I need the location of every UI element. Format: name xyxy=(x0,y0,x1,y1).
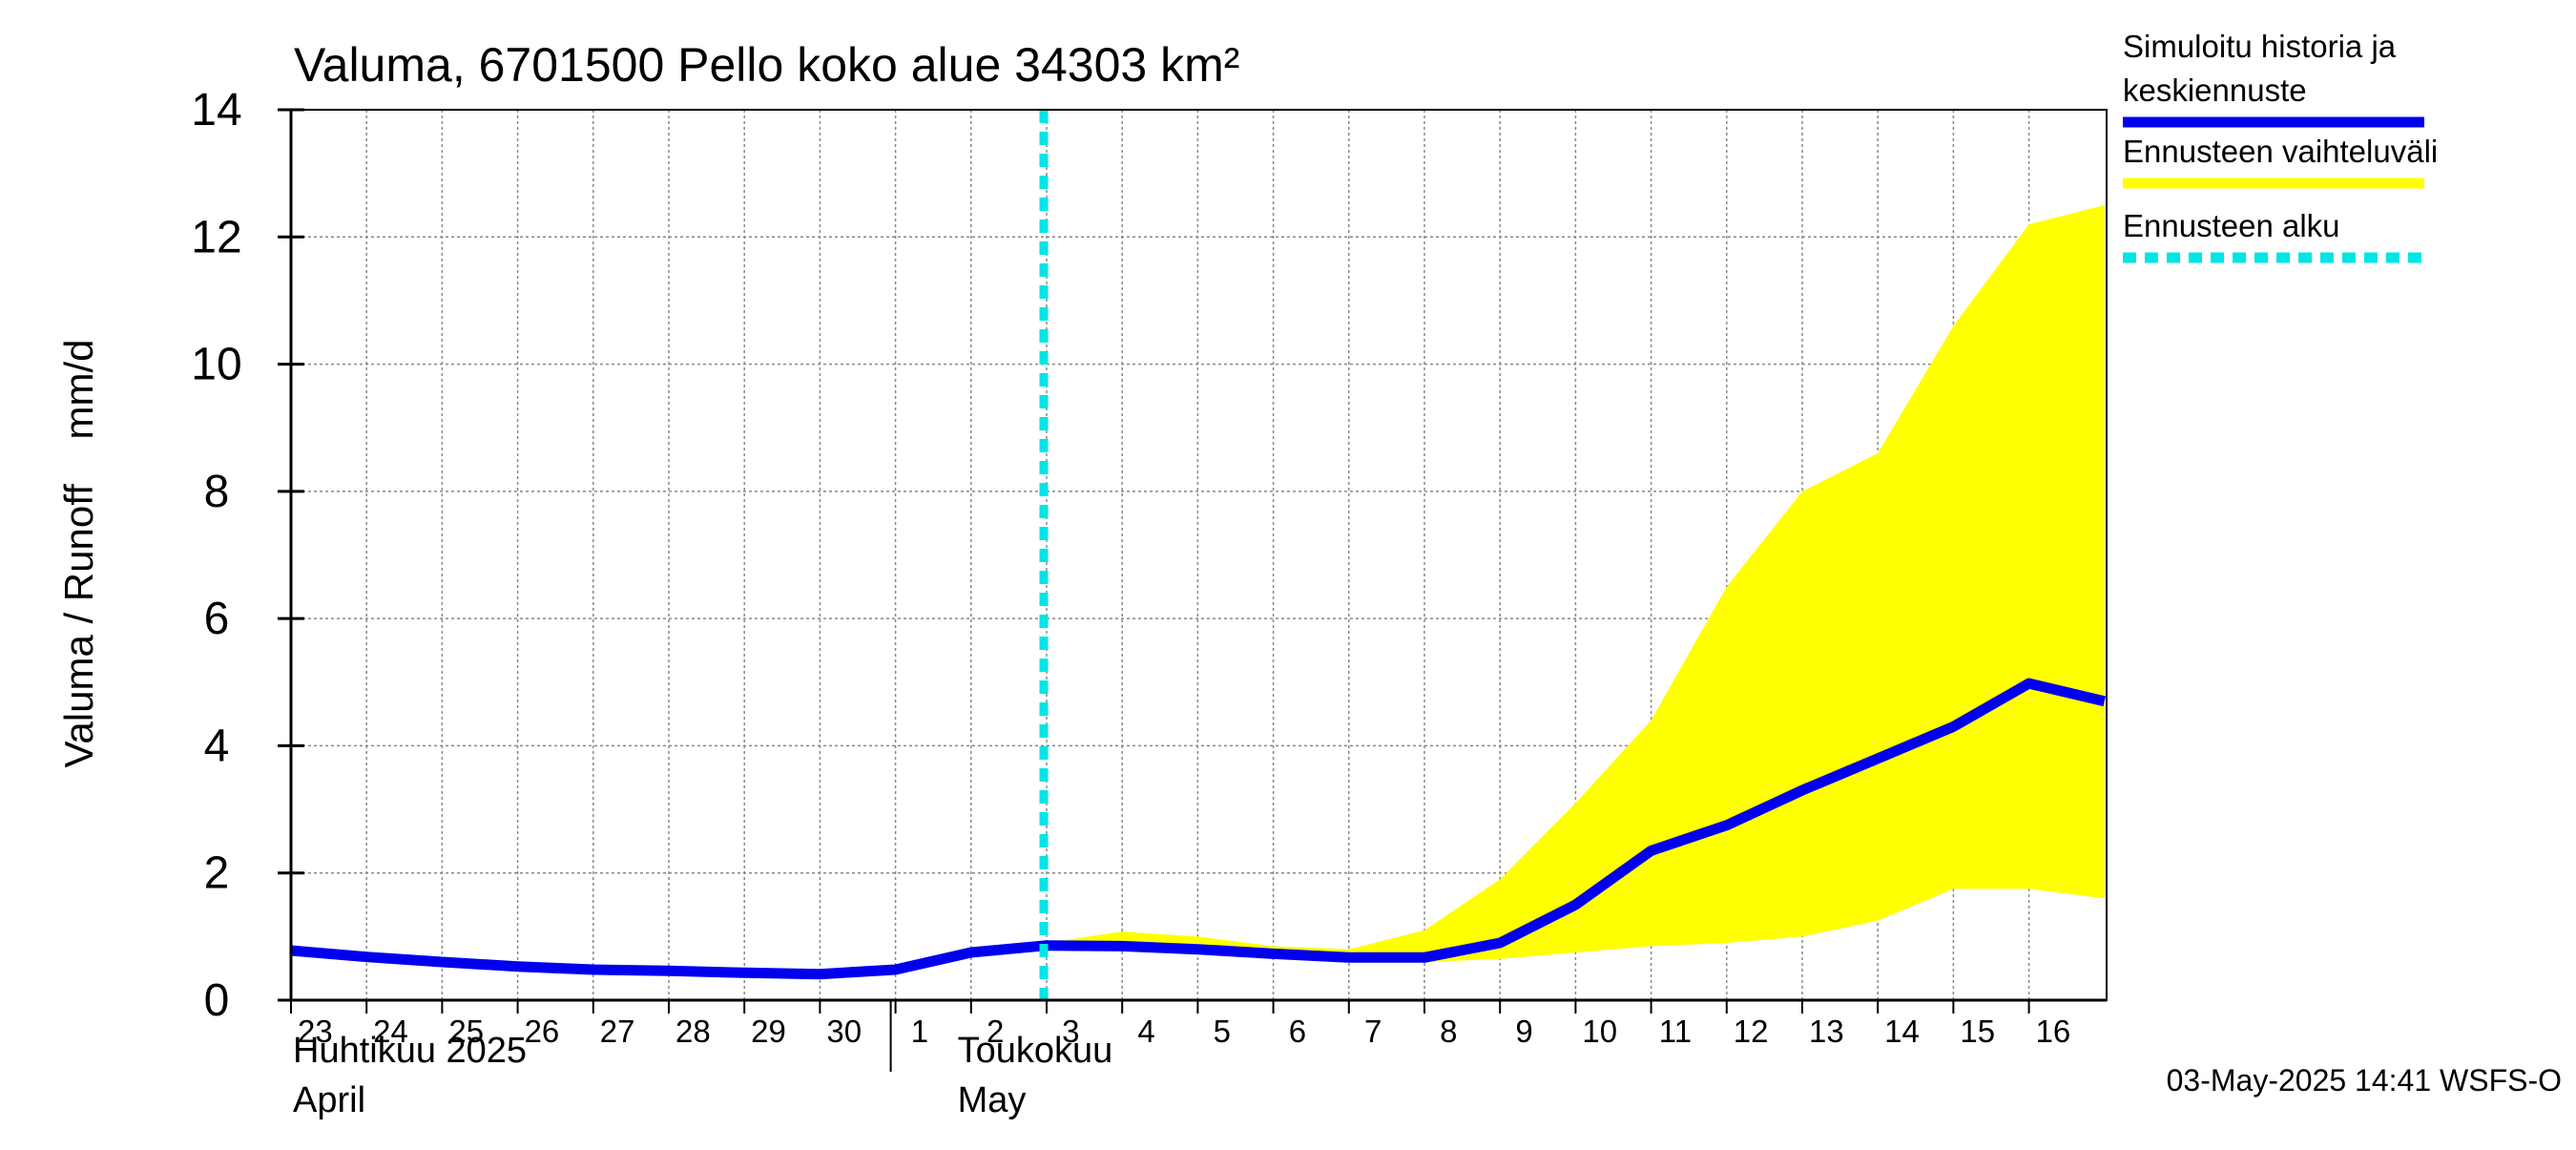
x-tick-label: 15 xyxy=(1960,1014,1995,1049)
y-tick-label: 14 xyxy=(191,85,241,136)
x-tick-label: 9 xyxy=(1515,1014,1532,1049)
footer-timestamp: 03-May-2025 14:41 WSFS-O xyxy=(2167,1063,2562,1098)
month-label-en: May xyxy=(958,1080,1027,1120)
x-tick-label: 14 xyxy=(1884,1014,1920,1049)
x-tick-label: 8 xyxy=(1440,1014,1457,1049)
x-tick-label: 28 xyxy=(675,1014,711,1049)
x-tick-label: 26 xyxy=(525,1014,560,1049)
legend-label: Ennusteen alku xyxy=(2123,208,2340,243)
x-tick-label: 13 xyxy=(1809,1014,1844,1049)
month-label-en: April xyxy=(293,1080,365,1120)
legend-label: Ennusteen vaihteluväli xyxy=(2123,134,2438,169)
x-tick-label: 29 xyxy=(751,1014,786,1049)
y-tick-label: 0 xyxy=(204,975,230,1026)
y-axis-label: Valuma / Runoff mm/d xyxy=(56,340,101,768)
x-tick-label: 16 xyxy=(2036,1014,2071,1049)
legend-label: keskiennuste xyxy=(2123,73,2307,108)
chart-title: Valuma, 6701500 Pello koko alue 34303 km… xyxy=(294,38,1239,92)
legend: Simuloitu historia ja keskiennuste Ennuste… xyxy=(2123,29,2438,258)
x-tick-label: 6 xyxy=(1289,1014,1306,1049)
y-tick-label: 8 xyxy=(204,467,230,517)
y-tick-label: 4 xyxy=(204,721,230,771)
x-tick-label: 30 xyxy=(826,1014,862,1049)
x-tick-label: 12 xyxy=(1734,1014,1769,1049)
x-tick-label: 5 xyxy=(1214,1014,1231,1049)
y-tick-label: 12 xyxy=(191,212,241,262)
month-label-fi: Huhtikuu 2025 xyxy=(293,1031,527,1071)
month-label-fi: Toukokuu xyxy=(958,1031,1113,1071)
legend-label: Simuloitu historia ja xyxy=(2123,29,2397,64)
y-tick-label: 2 xyxy=(204,848,230,899)
x-tick-label: 11 xyxy=(1659,1014,1692,1049)
y-tick-label: 6 xyxy=(204,594,230,644)
x-tick-label: 27 xyxy=(600,1014,635,1049)
x-tick-label: 7 xyxy=(1364,1014,1381,1049)
x-tick-label: 4 xyxy=(1137,1014,1154,1049)
y-tick-label: 10 xyxy=(191,340,241,390)
x-tick-label: 1 xyxy=(911,1014,928,1049)
x-tick-label: 10 xyxy=(1582,1014,1617,1049)
